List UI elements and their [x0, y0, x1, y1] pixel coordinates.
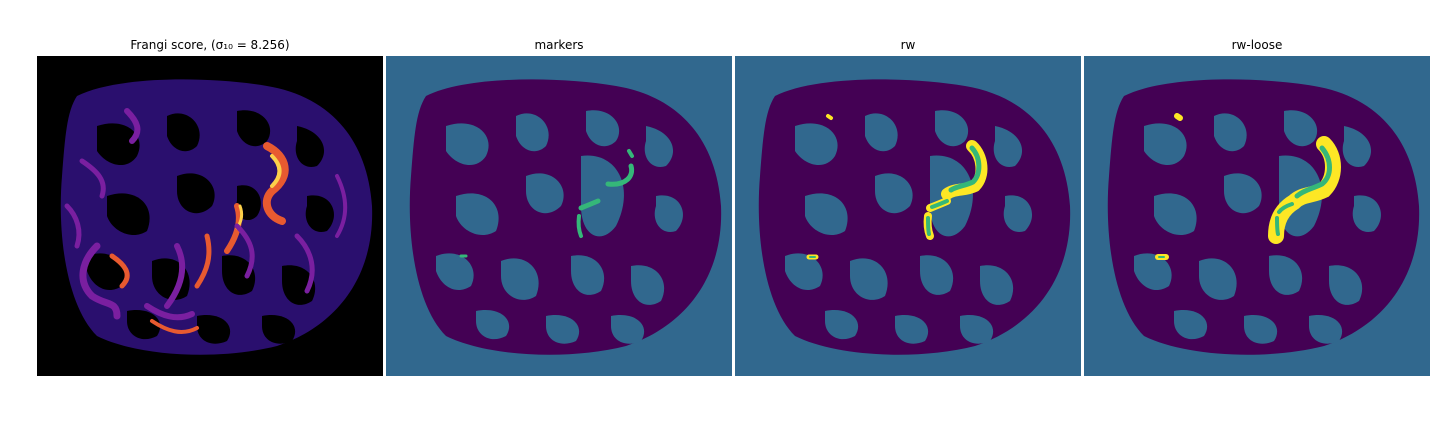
panel-title-rw-loose: rw-loose [1231, 38, 1283, 52]
frangi-score-image [37, 56, 383, 376]
markers-image [386, 56, 732, 376]
background-channels [785, 110, 1033, 344]
vessel-gaps [87, 110, 335, 344]
panel-title-markers: markers [534, 38, 584, 52]
rw-loose-segmentation [1155, 113, 1341, 260]
panel-title-frangi: Frangi score, (σ₁₀ = 8.256) [130, 38, 290, 52]
panel-title-rw: rw [900, 38, 916, 52]
vessel-highlights [64, 108, 348, 334]
rw-segmentation [806, 114, 988, 260]
marker-seeds [459, 149, 635, 258]
rw-loose-image [1084, 56, 1430, 376]
background-channels [436, 110, 684, 344]
rw-image [735, 56, 1081, 376]
